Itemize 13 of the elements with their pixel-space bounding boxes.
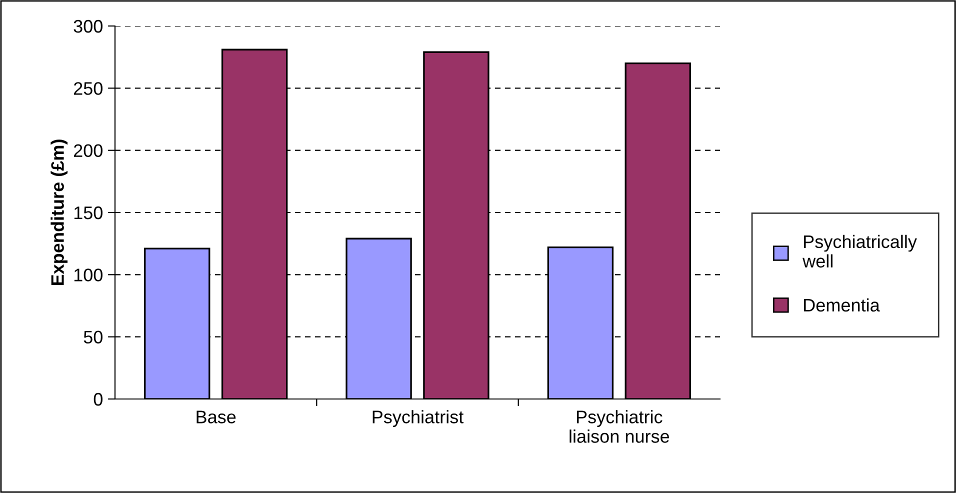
x-tick-label: Psychiatrist (372, 410, 464, 427)
legend-label: Psychiatrically well (802, 234, 917, 268)
legend-label: Dementia (804, 298, 880, 312)
x-tick-label: Base (196, 410, 236, 424)
x-tick-label: Psychiatric liaison nurse (570, 410, 670, 443)
y-tick-label: 300 (74, 20, 102, 33)
y-axis-title: Expenditure (£m) (50, 140, 68, 286)
y-tick-label: 0 (94, 392, 102, 406)
y-tick-label: 250 (74, 82, 102, 95)
y-tick-label: 200 (74, 144, 102, 158)
y-tick-label: 150 (74, 206, 102, 220)
y-tick-label: 50 (84, 330, 102, 344)
y-tick-label: 100 (74, 268, 102, 282)
